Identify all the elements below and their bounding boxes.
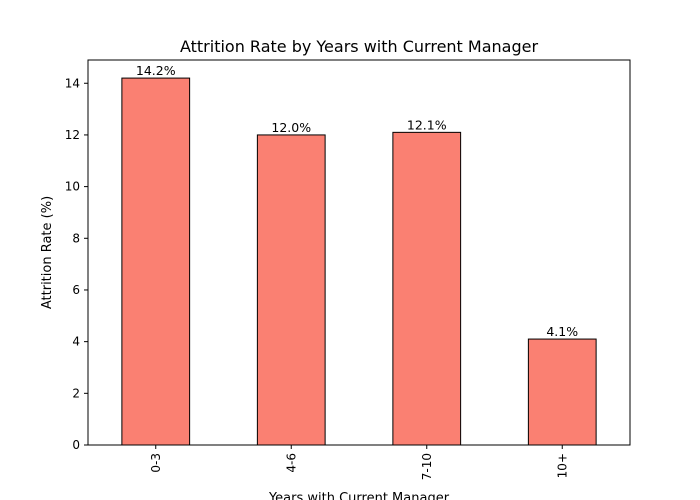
data-label-0-3: 14.2%	[136, 63, 176, 78]
x-tick-label-7-10: 7-10	[420, 453, 434, 480]
bar-0-3	[121, 77, 191, 446]
y-tick-label-12: 12	[65, 128, 80, 142]
bar-7-10	[392, 131, 462, 446]
data-label-7-10: 12.1%	[407, 117, 447, 132]
y-tick-label-10: 10	[65, 180, 80, 194]
data-labels-group: 14.2% 12.0% 12.1% 4.1%	[136, 63, 578, 339]
bars-group	[121, 77, 597, 446]
y-tick-label-4: 4	[72, 335, 80, 349]
y-axis-label: Attrition Rate (%)	[40, 196, 55, 309]
x-axis: 0-3 4-6 7-10 10+	[149, 445, 569, 480]
y-tick-label-0: 0	[72, 438, 80, 452]
chart-title: Attrition Rate by Years with Current Man…	[180, 37, 539, 56]
bar-4-6	[256, 134, 326, 446]
x-tick-label-10+: 10+	[555, 453, 569, 478]
bar-10+	[527, 338, 597, 446]
plot-frame	[87, 59, 631, 446]
data-label-10+: 4.1%	[546, 324, 578, 339]
y-tick-label-8: 8	[72, 231, 80, 245]
y-axis: 0 2 4 6 8 10 12 14	[65, 76, 88, 452]
data-label-4-6: 12.0%	[271, 120, 311, 135]
x-tick-label-0-3: 0-3	[149, 453, 163, 473]
y-tick-label-14: 14	[65, 76, 80, 90]
y-tick-label-2: 2	[72, 386, 80, 400]
x-tick-label-4-6: 4-6	[284, 453, 298, 473]
x-axis-label: Years with Current Manager	[268, 491, 450, 500]
y-tick-label-6: 6	[72, 283, 80, 297]
